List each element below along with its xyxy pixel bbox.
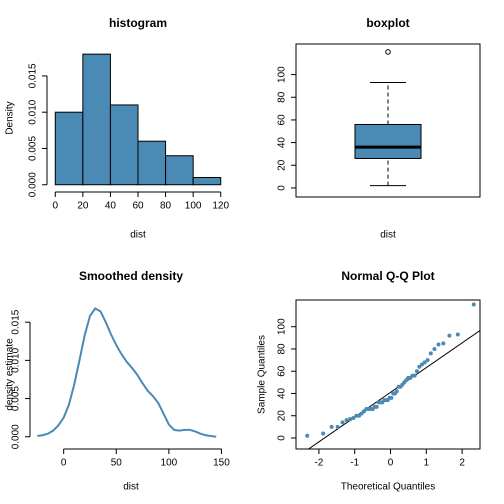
x-tick-label: 0 — [388, 458, 394, 469]
histogram-bar — [137, 140, 167, 186]
y-tick-label: 0 — [277, 435, 288, 441]
chart-title: histogram — [109, 16, 167, 30]
qq-point — [305, 433, 310, 438]
y-tick-label: 100 — [277, 66, 288, 83]
y-tick-label: 0 — [277, 185, 288, 191]
qq-point — [321, 431, 326, 436]
qq-point — [335, 424, 340, 429]
y-tick-label: 40 — [277, 387, 288, 399]
histogram-bar — [192, 176, 222, 186]
qq-point — [447, 333, 452, 338]
qq-point — [471, 302, 476, 307]
chart-title: boxplot — [366, 16, 409, 30]
qq-point — [374, 404, 379, 409]
y-tick-label: 0.005 — [11, 386, 22, 411]
chart-title: Smoothed density — [79, 269, 183, 283]
qq-point — [340, 420, 345, 425]
x-tick-label: 40 — [105, 201, 117, 212]
y-tick-label: 100 — [277, 318, 288, 335]
y-tick-label: 0.015 — [11, 309, 22, 334]
y-tick-label: 0.010 — [28, 99, 39, 124]
qq-point — [329, 424, 334, 429]
qq-point — [428, 351, 433, 356]
x-tick-label: 0 — [52, 201, 58, 212]
x-axis-label: dist — [130, 230, 146, 241]
outlier — [385, 49, 391, 55]
x-tick-label: 0 — [61, 458, 67, 469]
y-tick-label: 0.000 — [11, 424, 22, 449]
reference-line — [307, 330, 480, 449]
qq-point — [414, 369, 419, 374]
qq-point — [351, 415, 356, 420]
box-body — [354, 123, 422, 159]
x-axis-label: Theoretical Quantiles — [341, 482, 436, 493]
qq-point — [425, 358, 430, 363]
qq-point — [422, 360, 427, 365]
y-tick-label: 0.010 — [11, 347, 22, 372]
y-tick-label: 80 — [277, 343, 288, 355]
histogram-bar — [109, 104, 139, 186]
y-tick-label: 0.005 — [28, 136, 39, 161]
y-axis-label: density estimate — [5, 338, 16, 411]
x-tick-label: -1 — [350, 458, 359, 469]
x-tick-label: 60 — [132, 201, 144, 212]
x-tick-label: 100 — [161, 458, 178, 469]
qq-point — [348, 417, 353, 422]
y-tick-label: 40 — [277, 137, 288, 149]
histogram-bar — [165, 155, 194, 186]
y-tick-label: 60 — [277, 114, 288, 126]
qq-point — [432, 346, 437, 351]
y-tick-label: 20 — [277, 410, 288, 422]
y-axis-label: Density — [5, 101, 16, 134]
histogram-bar — [82, 53, 111, 186]
y-tick-label: 20 — [277, 159, 288, 171]
density-line — [37, 307, 217, 438]
qq-point — [389, 395, 394, 400]
y-tick-label: 60 — [277, 365, 288, 377]
x-axis-label: dist — [380, 230, 396, 241]
x-tick-label: 2 — [459, 458, 465, 469]
y-tick-label: 0.015 — [28, 63, 39, 88]
qq-point — [412, 373, 417, 378]
qq-point — [419, 362, 424, 367]
y-tick-label: 0.000 — [28, 172, 39, 197]
x-tick-label: -2 — [314, 458, 323, 469]
x-tick-label: 120 — [212, 201, 229, 212]
chart-title: Normal Q-Q Plot — [341, 269, 434, 283]
qq-point — [441, 341, 446, 346]
qq-point — [436, 342, 441, 347]
x-axis-label: dist — [123, 482, 139, 493]
y-axis-label: Sample Quantiles — [257, 335, 268, 414]
plot-frame — [295, 299, 481, 450]
qq-point — [455, 332, 460, 337]
x-tick-label: 80 — [160, 201, 172, 212]
x-tick-label: 50 — [111, 458, 123, 469]
x-tick-label: 100 — [185, 201, 202, 212]
qq-point — [394, 389, 399, 394]
qq-point — [344, 418, 349, 423]
y-tick-label: 80 — [277, 91, 288, 103]
histogram-bar — [54, 111, 84, 186]
x-tick-label: 1 — [424, 458, 430, 469]
x-tick-label: 150 — [213, 458, 230, 469]
x-tick-label: 20 — [77, 201, 89, 212]
